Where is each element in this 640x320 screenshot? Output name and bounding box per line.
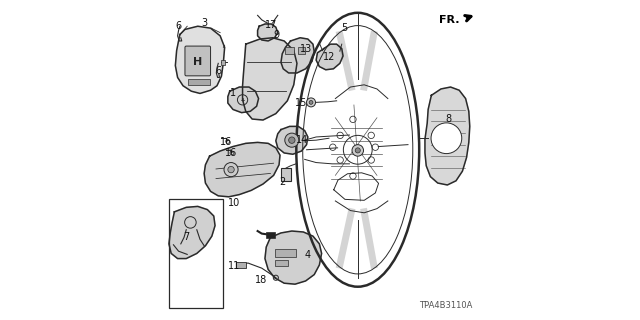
Circle shape <box>228 166 234 173</box>
Circle shape <box>431 123 462 154</box>
Polygon shape <box>265 231 322 284</box>
Polygon shape <box>258 24 278 41</box>
Text: 1: 1 <box>230 88 236 99</box>
Bar <box>285 47 294 54</box>
Bar <box>221 60 225 65</box>
Bar <box>266 232 275 238</box>
Text: 10: 10 <box>227 198 240 208</box>
Bar <box>281 168 291 181</box>
Circle shape <box>285 133 299 147</box>
Polygon shape <box>281 38 314 73</box>
Bar <box>275 249 296 257</box>
Polygon shape <box>316 44 343 70</box>
Bar <box>169 199 223 308</box>
Bar <box>275 260 288 266</box>
Polygon shape <box>175 26 225 93</box>
Polygon shape <box>243 38 297 120</box>
Bar <box>188 79 210 85</box>
Polygon shape <box>276 126 308 154</box>
Text: 4: 4 <box>305 250 311 260</box>
Bar <box>236 262 246 268</box>
Text: 18: 18 <box>255 275 267 285</box>
Text: 13: 13 <box>300 44 313 54</box>
Circle shape <box>309 100 313 104</box>
Text: 7: 7 <box>183 232 189 243</box>
Text: 17: 17 <box>265 20 278 30</box>
Text: 3: 3 <box>201 18 207 28</box>
Polygon shape <box>204 142 280 197</box>
Text: 6: 6 <box>175 21 182 31</box>
Text: 2: 2 <box>279 177 285 187</box>
Text: 8: 8 <box>445 114 451 124</box>
Circle shape <box>224 163 238 177</box>
Polygon shape <box>169 206 215 259</box>
Text: 6: 6 <box>215 66 221 76</box>
Circle shape <box>307 98 316 107</box>
Bar <box>298 47 305 54</box>
FancyBboxPatch shape <box>185 46 211 76</box>
Polygon shape <box>228 87 259 113</box>
Text: 15: 15 <box>295 98 308 108</box>
Circle shape <box>355 148 360 153</box>
Text: 5: 5 <box>341 23 347 33</box>
Circle shape <box>289 137 295 143</box>
Text: 12: 12 <box>323 52 335 62</box>
Circle shape <box>352 145 364 156</box>
Text: 14: 14 <box>296 135 308 145</box>
Text: 11: 11 <box>228 261 241 271</box>
Polygon shape <box>425 87 470 185</box>
Text: FR.: FR. <box>438 15 460 25</box>
Text: H: H <box>193 57 202 67</box>
Text: 9: 9 <box>274 29 280 40</box>
Text: 16: 16 <box>220 137 233 148</box>
Text: TPA4B3110A: TPA4B3110A <box>419 301 472 310</box>
Text: 16: 16 <box>225 148 237 158</box>
